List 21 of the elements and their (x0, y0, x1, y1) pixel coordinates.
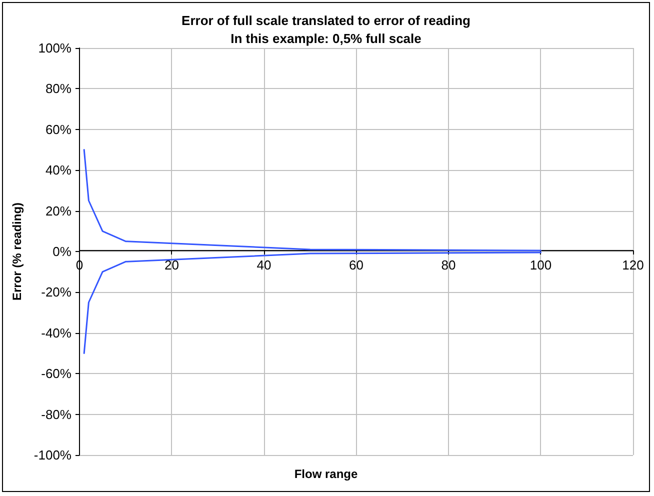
chart-subtitle: In this example: 0,5% full scale (230, 31, 422, 46)
x-tick-label: 20 (164, 258, 179, 272)
x-tick-label: 100 (530, 258, 552, 272)
y-tick-label: 40% (45, 162, 72, 178)
y-tick-label: 100% (38, 40, 72, 56)
x-tick-label: 40 (256, 258, 272, 272)
y-tick-label: 80% (45, 81, 72, 96)
y-axis-title: Error (% reading) (10, 202, 24, 301)
y-tick-label: 20% (45, 203, 72, 218)
y-tick-label: -20% (41, 284, 72, 300)
y-tick-label: -80% (41, 406, 72, 422)
y-tick-label: -60% (41, 366, 72, 382)
y-tick-label: -100% (34, 448, 72, 462)
y-tick-label: 60% (45, 122, 72, 137)
x-tick-label: 60 (349, 258, 364, 272)
x-tick-label: 120 (622, 258, 644, 272)
x-axis-title: Flow range (294, 467, 358, 481)
chart-title: Error of full scale translated to error of reading (182, 13, 471, 28)
y-tick-label: -40% (41, 325, 72, 340)
x-tick-label: 80 (441, 258, 456, 272)
y-tick-label: 0% (52, 244, 72, 259)
